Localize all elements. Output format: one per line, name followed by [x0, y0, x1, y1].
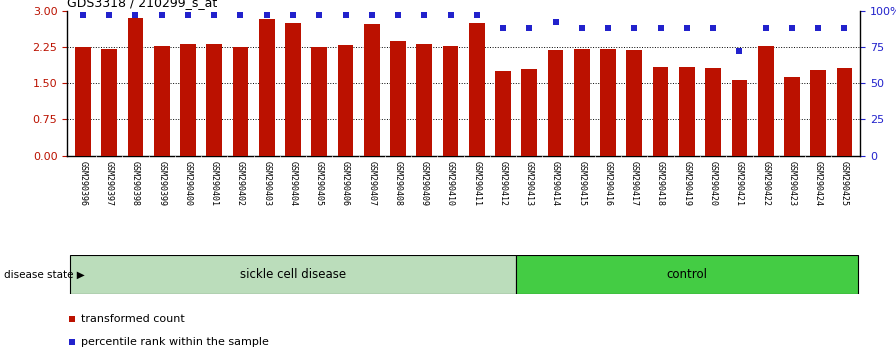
Text: GSM290402: GSM290402: [236, 161, 245, 206]
Text: GSM290421: GSM290421: [735, 161, 744, 206]
Text: control: control: [667, 268, 707, 281]
Bar: [285, 23, 301, 156]
Text: GDS3318 / 210299_s_at: GDS3318 / 210299_s_at: [67, 0, 218, 10]
Text: percentile rank within the sample: percentile rank within the sample: [81, 337, 269, 347]
Bar: [574, 49, 590, 156]
Bar: [390, 41, 406, 156]
Bar: [469, 23, 485, 156]
Text: GSM290412: GSM290412: [498, 161, 507, 206]
Bar: [837, 68, 852, 156]
Bar: [70, 255, 516, 294]
Bar: [338, 45, 353, 156]
Bar: [652, 67, 668, 156]
Text: GSM290404: GSM290404: [289, 161, 297, 206]
Bar: [233, 47, 248, 156]
Text: GSM290398: GSM290398: [131, 161, 140, 206]
Bar: [364, 24, 380, 156]
Text: GSM290424: GSM290424: [814, 161, 823, 206]
Text: GSM290401: GSM290401: [210, 161, 219, 206]
Bar: [626, 50, 642, 156]
Bar: [154, 46, 169, 156]
Bar: [547, 50, 564, 156]
Text: GSM290405: GSM290405: [314, 161, 323, 206]
Text: sickle cell disease: sickle cell disease: [240, 268, 346, 281]
Bar: [101, 49, 117, 156]
Text: GSM290411: GSM290411: [472, 161, 481, 206]
Bar: [443, 46, 459, 156]
Bar: [127, 18, 143, 156]
Bar: [206, 45, 222, 156]
Bar: [731, 80, 747, 156]
Text: GSM290400: GSM290400: [184, 161, 193, 206]
Text: GSM290415: GSM290415: [577, 161, 586, 206]
Text: GSM290407: GSM290407: [367, 161, 376, 206]
Text: GSM290408: GSM290408: [393, 161, 402, 206]
Text: GSM290414: GSM290414: [551, 161, 560, 206]
Text: GSM290419: GSM290419: [683, 161, 692, 206]
Text: GSM290410: GSM290410: [446, 161, 455, 206]
Bar: [417, 44, 432, 156]
Text: GSM290425: GSM290425: [840, 161, 849, 206]
Bar: [758, 46, 773, 156]
Bar: [810, 70, 826, 156]
Bar: [784, 77, 800, 156]
Text: transformed count: transformed count: [81, 314, 185, 324]
Text: GSM290403: GSM290403: [263, 161, 271, 206]
Text: GSM290418: GSM290418: [656, 161, 665, 206]
Bar: [259, 19, 275, 156]
Bar: [600, 49, 616, 156]
Text: GSM290423: GSM290423: [788, 161, 797, 206]
Text: GSM290406: GSM290406: [341, 161, 350, 206]
Text: GSM290417: GSM290417: [630, 161, 639, 206]
Bar: [516, 255, 857, 294]
Text: GSM290409: GSM290409: [420, 161, 429, 206]
Text: GSM290420: GSM290420: [709, 161, 718, 206]
Bar: [180, 44, 196, 156]
Text: disease state ▶: disease state ▶: [4, 269, 85, 279]
Bar: [495, 71, 511, 156]
Bar: [705, 68, 721, 156]
Text: GSM290399: GSM290399: [157, 161, 167, 206]
Bar: [679, 67, 694, 156]
Text: GSM290397: GSM290397: [105, 161, 114, 206]
Text: GSM290422: GSM290422: [761, 161, 771, 206]
Bar: [521, 69, 538, 156]
Text: GSM290416: GSM290416: [604, 161, 613, 206]
Text: GSM290413: GSM290413: [525, 161, 534, 206]
Bar: [75, 47, 90, 156]
Bar: [312, 47, 327, 156]
Text: GSM290396: GSM290396: [79, 161, 88, 206]
